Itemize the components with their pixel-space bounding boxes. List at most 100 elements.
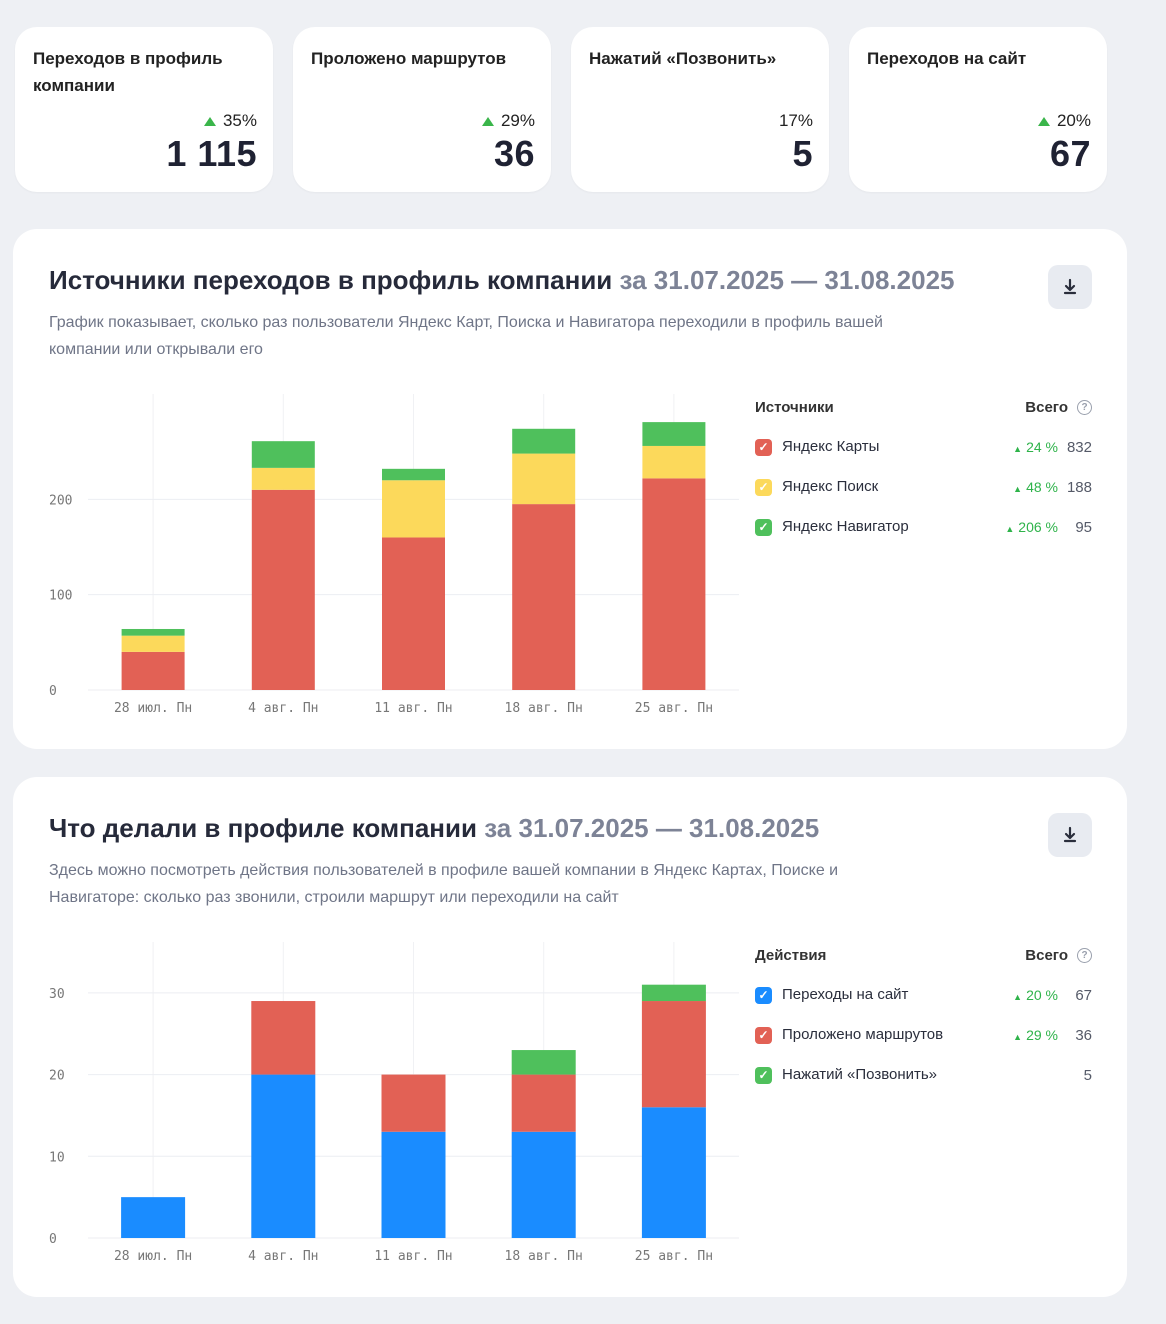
bar-segment xyxy=(382,468,445,481)
triangle-up-icon xyxy=(1037,116,1050,126)
stat-card-value: 36 xyxy=(493,133,535,174)
stat-card-delta: 29% xyxy=(481,111,535,131)
legend-item-maps[interactable]: ✓ Яндекс Карты ▲ 24 % 832 xyxy=(755,437,1092,459)
triangle-up-icon: ▲ xyxy=(1013,484,1023,494)
legend-title: Действия xyxy=(755,947,827,964)
bar-segment xyxy=(641,1107,706,1238)
download-button[interactable] xyxy=(1048,265,1092,309)
download-button[interactable] xyxy=(1048,813,1092,857)
y-tick-label: 200 xyxy=(49,493,72,508)
legend-delta-value: 29 % xyxy=(1026,1027,1058,1043)
stat-card-value: 5 xyxy=(792,133,813,174)
bar-segment xyxy=(251,489,315,690)
triangle-up-icon xyxy=(203,116,216,126)
legend-delta: ▲ 24 % xyxy=(1013,439,1058,455)
bar-segment xyxy=(512,428,576,454)
legend-delta-value: 48 % xyxy=(1026,479,1058,495)
panel-description: Здесь можно посмотреть действия пользова… xyxy=(49,862,839,906)
legend-label: Яндекс Навигатор xyxy=(782,518,909,535)
stat-card-delta: 17% xyxy=(779,111,813,131)
checkbox-icon[interactable]: ✓ xyxy=(755,439,772,456)
panel-title-text: Что делали в профиле компании xyxy=(49,813,477,843)
x-tick-label: 18 авг. Пн xyxy=(505,701,583,716)
bar-segment xyxy=(512,453,576,505)
legend-total: 67 xyxy=(1075,987,1092,1004)
stat-card-title: Проложено маршрутов xyxy=(311,49,507,68)
legend-label: Проложено маршрутов xyxy=(782,1026,944,1043)
checkbox-icon[interactable]: ✓ xyxy=(755,987,772,1004)
legend-total: 188 xyxy=(1066,479,1092,496)
legend-item-calls[interactable]: ✓ Нажатий «Позвонить» 5 xyxy=(755,1065,1092,1087)
help-icon[interactable]: ? xyxy=(1077,948,1092,963)
stat-card-routes[interactable]: Проложено маршрутов 29% 36 xyxy=(293,27,551,192)
bar-segment xyxy=(512,504,576,690)
y-tick-label: 10 xyxy=(49,1150,65,1165)
sources-panel: Источники переходов в профиль компании з… xyxy=(13,229,1127,749)
stat-card-title: Переходов в профиль компании xyxy=(33,49,223,95)
x-tick-label: 25 авг. Пн xyxy=(635,701,713,716)
legend-delta: ▲ 29 % xyxy=(1013,1027,1058,1043)
legend-delta: ▲ 20 % xyxy=(1013,987,1058,1003)
legend-item-routes[interactable]: ✓ Проложено маршрутов ▲ 29 % 36 xyxy=(755,1025,1092,1047)
triangle-up-icon: ▲ xyxy=(1013,992,1023,1002)
bar-segment xyxy=(121,635,185,652)
legend-item-navigator[interactable]: ✓ Яндекс Навигатор ▲ 206 % 95 xyxy=(755,517,1092,539)
panel-description: График показывает, сколько раз пользоват… xyxy=(49,314,883,358)
legend-total-label: Всего xyxy=(1025,947,1068,964)
checkbox-icon[interactable]: ✓ xyxy=(755,519,772,536)
y-tick-label: 0 xyxy=(49,1232,57,1247)
bar-segment xyxy=(642,478,706,690)
y-tick-label: 20 xyxy=(49,1069,65,1084)
help-icon[interactable]: ? xyxy=(1077,400,1092,415)
bar-segment xyxy=(642,422,706,446)
legend-item-site-visits[interactable]: ✓ Переходы на сайт ▲ 20 % 67 xyxy=(755,985,1092,1007)
legend-total-label: Всего xyxy=(1025,399,1068,416)
stat-card-delta-value: 29% xyxy=(500,111,535,130)
stat-card-site-visits[interactable]: Переходов на сайт 20% 67 xyxy=(849,27,1107,192)
stat-card-delta-value: 35% xyxy=(222,111,257,130)
triangle-up-icon: ▲ xyxy=(1013,1032,1023,1042)
bar-segment xyxy=(381,1131,446,1238)
panel-title-text: Источники переходов в профиль компании xyxy=(49,265,613,295)
stat-card-delta-value: 17% xyxy=(778,111,813,130)
checkbox-icon[interactable]: ✓ xyxy=(755,1027,772,1044)
panel-period: за 31.07.2025 — 31.08.2025 xyxy=(484,813,820,843)
stat-card-profile-visits[interactable]: Переходов в профиль компании 35% 1 115 xyxy=(15,27,273,192)
bar-segment xyxy=(642,445,706,479)
legend-title: Источники xyxy=(755,399,834,416)
y-tick-label: 100 xyxy=(49,589,72,604)
legend-total: 5 xyxy=(1083,1067,1092,1084)
actions-chart: 0 10 20 30 28 июл. Пн 4 авг. Пн 11 авг. Пн 18 а… xyxy=(49,942,739,1264)
actions-panel: Что делали в профиле компании за 31.07.2… xyxy=(13,777,1127,1297)
legend-header: Действия Всего ? xyxy=(755,947,1092,967)
stat-card-title: Переходов на сайт xyxy=(867,49,1027,68)
legend-delta: ▲ 48 % xyxy=(1013,479,1058,495)
bar-segment xyxy=(251,1074,316,1238)
stat-card-value: 1 115 xyxy=(166,133,257,174)
stat-card-delta-value: 20% xyxy=(1056,111,1091,130)
legend-label: Яндекс Карты xyxy=(782,438,880,455)
checkbox-icon[interactable]: ✓ xyxy=(755,1067,772,1084)
x-tick-label: 11 авг. Пн xyxy=(374,1249,452,1264)
legend-delta-value: 206 % xyxy=(1018,519,1058,535)
bar-segment xyxy=(382,537,445,690)
legend-delta-value: 24 % xyxy=(1026,439,1058,455)
triangle-up-icon xyxy=(481,116,494,126)
stat-card-calls[interactable]: Нажатий «Позвонить» 17% 5 xyxy=(571,27,829,192)
checkbox-icon[interactable]: ✓ xyxy=(755,479,772,496)
legend-label: Нажатий «Позвонить» xyxy=(782,1066,938,1083)
bar-segment xyxy=(511,1131,576,1238)
stat-card-delta: 35% xyxy=(203,111,257,131)
triangle-up-icon: ▲ xyxy=(1013,444,1023,454)
y-tick-label: 30 xyxy=(49,987,65,1002)
bar-segment xyxy=(251,1001,316,1075)
bar-segment xyxy=(251,441,315,468)
bar-segment xyxy=(641,1001,706,1108)
download-icon xyxy=(1063,826,1077,843)
legend-item-search[interactable]: ✓ Яндекс Поиск ▲ 48 % 188 xyxy=(755,477,1092,499)
bar-segment xyxy=(382,480,445,538)
legend-total: 95 xyxy=(1075,519,1092,536)
x-tick-label: 11 авг. Пн xyxy=(374,701,452,716)
x-tick-label: 18 авг. Пн xyxy=(505,1249,583,1264)
bar-segment xyxy=(121,651,185,690)
